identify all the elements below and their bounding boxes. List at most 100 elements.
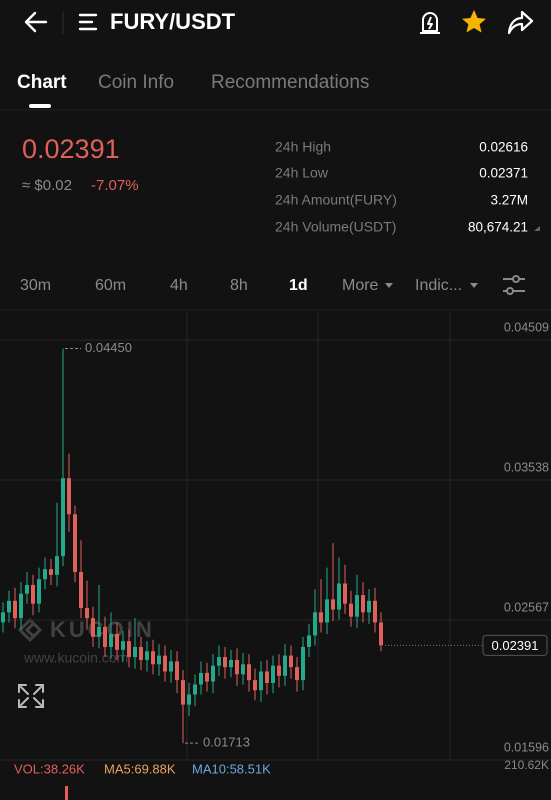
stat-label: 24h Low [275,165,329,181]
candle-body [349,603,353,617]
interval-bar: 30m 60m 4h 8h 1d More Indic... [20,277,462,294]
candle-body [181,680,185,705]
candle-body [367,600,371,613]
candlestick-chart: KUCOIN www.kucoin.com 0.04509 0.03538 0.02… [0,312,551,761]
candle-body [313,612,317,636]
watermark-brand: KUCOIN [50,617,155,642]
last-price-label: 0.02391 [492,638,539,653]
dropdown-caret [385,283,393,288]
stat-value: 3.27M [490,193,528,208]
candle-body [271,665,275,684]
stat-label: 24h Volume(USDT) [275,219,396,235]
back-button[interactable] [24,11,48,33]
candle-body [283,655,287,676]
candle-body [247,664,251,681]
candle-body [151,651,155,665]
candle-body [325,599,329,623]
candle-body [211,665,215,682]
tab[interactable]: Coin Info [98,72,174,93]
max-label: 0.04450 [85,340,132,355]
favorite-button[interactable] [462,10,486,33]
stat-label: 24h Amount(FURY) [275,192,397,208]
alert-button[interactable] [420,12,440,34]
menu-button[interactable] [78,13,98,31]
tab[interactable]: Chart [17,72,67,93]
interval-option[interactable]: 60m [95,277,126,294]
interval-option[interactable]: 8h [230,277,248,294]
dropdown-caret [470,283,478,288]
candle-body [253,680,257,691]
share-button[interactable] [507,10,534,35]
candle-body [337,583,341,610]
candle-body [187,694,191,705]
candle-body [49,569,53,575]
candle-body [379,622,383,646]
volume-bar [65,786,68,800]
candle-body [145,651,149,660]
candle-body [61,478,65,557]
y-tick-label: 0.02567 [504,600,549,614]
y-tick-label: 0.04509 [504,320,549,334]
stat-value: 0.02371 [479,166,528,181]
candle-body [277,665,281,676]
interval-option[interactable]: Indic... [415,277,462,294]
pair-title: FURY/USDT [110,9,236,34]
candle-body [31,584,35,604]
candle-body [175,661,179,681]
candle-body [223,657,227,668]
tab-indicator [29,104,51,108]
candle-body [163,655,167,672]
y-tick-label: 0.01596 [504,740,549,754]
candle-body [37,579,41,604]
volume-axis-max: 210.62K [504,758,549,772]
interval-option[interactable]: 4h [170,277,188,294]
candle-body [55,556,59,575]
candle-body [199,672,203,685]
stat-value: 0.02616 [479,140,528,155]
candle-body [301,646,305,681]
interval-option[interactable]: More [342,277,379,294]
candle-body [361,595,365,613]
volume-label: VOL:38.26K [14,761,85,776]
candle-body [121,641,125,650]
watermark-url: www.kucoin.com [23,650,128,666]
candle-body [79,571,83,609]
fiat-price: ≈ $0.02 [22,177,72,194]
candle-body [7,600,11,613]
candle-body [19,593,23,619]
candle-body [43,569,47,580]
candle-body [331,599,335,610]
candle-body [97,626,101,637]
candle-body [85,608,89,619]
candle-body [169,661,173,672]
candle-body [205,672,209,682]
candle-body [265,671,269,684]
candle-body [157,655,161,665]
interval-option[interactable]: 1d [289,277,308,294]
tab[interactable]: Recommendations [211,72,369,93]
candle-body [25,584,29,594]
fullscreen-button[interactable] [18,684,44,708]
candle-body [229,659,233,668]
change-percent: -7.07% [91,177,139,194]
candle-body [1,612,5,623]
y-tick-label: 0.03538 [504,460,549,474]
interval-option[interactable]: 30m [20,277,51,294]
volume-toggle[interactable] [534,226,540,231]
candle-body [307,635,311,647]
last-price: 0.02391 [22,134,120,164]
settings-button[interactable] [503,275,525,295]
candle-body [241,664,245,675]
ma5-label: MA5:69.88K [104,761,176,776]
ma10-label: MA10:58.51K [192,761,271,776]
candle-body [103,626,107,647]
candle-body [67,478,71,515]
candle-body [343,583,347,604]
candle-body [235,659,239,675]
candle-body [373,600,377,623]
candle-body [289,655,293,668]
candle-body [319,612,323,623]
